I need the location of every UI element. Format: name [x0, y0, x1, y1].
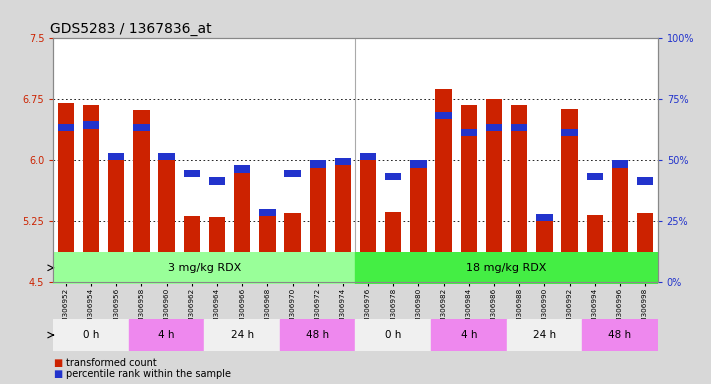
Bar: [582, 319, 658, 351]
Text: transformed count: transformed count: [66, 358, 157, 368]
Bar: [587, 172, 603, 180]
Text: 18 mg/kg RDX: 18 mg/kg RDX: [466, 263, 547, 273]
Bar: [58, 124, 74, 131]
Bar: [486, 124, 502, 131]
Bar: [536, 214, 552, 221]
Bar: [183, 170, 200, 177]
Bar: [108, 153, 124, 161]
Bar: [356, 319, 431, 351]
Bar: [159, 154, 175, 282]
Text: percentile rank within the sample: percentile rank within the sample: [66, 369, 231, 379]
Bar: [562, 129, 578, 136]
Text: 4 h: 4 h: [159, 330, 175, 340]
Bar: [506, 319, 582, 351]
Bar: [260, 213, 276, 282]
Bar: [234, 165, 250, 172]
Bar: [511, 105, 528, 282]
Bar: [562, 109, 578, 282]
Bar: [335, 158, 351, 165]
Bar: [511, 124, 528, 131]
Bar: [234, 167, 250, 282]
Bar: [159, 153, 175, 161]
Bar: [356, 252, 658, 284]
Bar: [587, 215, 603, 282]
Bar: [611, 166, 628, 282]
Bar: [637, 177, 653, 185]
Bar: [410, 166, 427, 282]
Bar: [536, 217, 552, 282]
Bar: [53, 319, 129, 351]
Bar: [385, 172, 402, 180]
Bar: [486, 99, 502, 282]
Text: ■: ■: [53, 358, 63, 368]
Bar: [280, 319, 356, 351]
Bar: [461, 105, 477, 282]
Bar: [637, 213, 653, 282]
Bar: [260, 209, 276, 217]
Bar: [410, 161, 427, 168]
Bar: [360, 153, 376, 161]
Bar: [435, 89, 451, 282]
Text: 24 h: 24 h: [230, 330, 254, 340]
Text: 24 h: 24 h: [533, 330, 556, 340]
Bar: [461, 129, 477, 136]
Bar: [360, 161, 376, 282]
Bar: [335, 162, 351, 282]
Bar: [284, 170, 301, 177]
Bar: [83, 105, 100, 282]
Bar: [53, 252, 356, 284]
Text: GDS5283 / 1367836_at: GDS5283 / 1367836_at: [50, 22, 212, 36]
Bar: [611, 161, 628, 168]
Bar: [58, 103, 74, 282]
Bar: [431, 319, 506, 351]
Text: 48 h: 48 h: [306, 330, 329, 340]
Bar: [435, 112, 451, 119]
Text: 48 h: 48 h: [609, 330, 631, 340]
Text: ■: ■: [53, 369, 63, 379]
Bar: [309, 166, 326, 282]
Bar: [133, 124, 149, 131]
Bar: [129, 319, 205, 351]
Text: 0 h: 0 h: [385, 330, 402, 340]
Text: 3 mg/kg RDX: 3 mg/kg RDX: [168, 263, 241, 273]
Bar: [133, 110, 149, 282]
Bar: [309, 161, 326, 168]
Bar: [209, 177, 225, 185]
Bar: [205, 319, 280, 351]
Bar: [83, 121, 100, 129]
Bar: [183, 215, 200, 282]
Bar: [284, 213, 301, 282]
Text: 0 h: 0 h: [83, 330, 100, 340]
Bar: [385, 212, 402, 282]
Text: 4 h: 4 h: [461, 330, 477, 340]
Bar: [108, 154, 124, 282]
Bar: [209, 217, 225, 282]
